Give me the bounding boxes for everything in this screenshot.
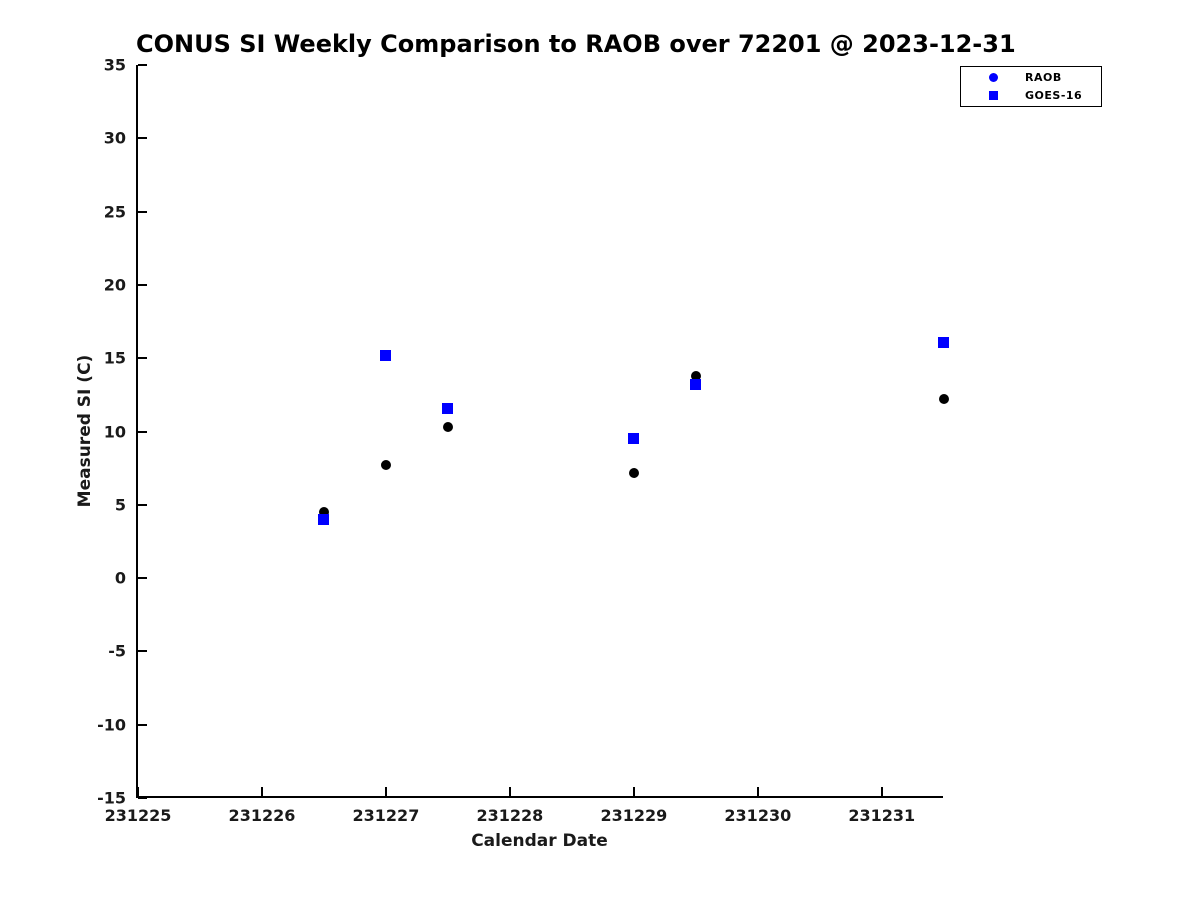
y-tick-mark <box>138 723 147 726</box>
x-tick-mark <box>508 787 511 796</box>
y-tick-label: 30 <box>103 128 126 148</box>
data-point-raob <box>938 394 949 405</box>
data-point-goes-16 <box>938 336 950 348</box>
x-tick-label: 231227 <box>352 806 420 825</box>
y-tick-label: 0 <box>114 568 126 588</box>
y-tick-mark <box>138 577 147 580</box>
y-tick-mark <box>138 797 147 799</box>
chart-title: CONUS SI Weekly Comparison to RAOB over … <box>136 30 1016 58</box>
y-tick-mark <box>138 283 147 286</box>
x-tick-label: 231226 <box>228 806 296 825</box>
x-tick-mark <box>756 787 759 796</box>
y-tick-label: 10 <box>103 422 126 441</box>
legend-label-goes-16: GOES-16 <box>1025 89 1083 102</box>
data-point-raob <box>628 467 639 478</box>
x-tick-label: 231228 <box>476 806 544 825</box>
x-tick-label: 231230 <box>724 806 792 825</box>
data-point-goes-16 <box>318 513 330 525</box>
data-point-raob <box>690 370 701 381</box>
y-tick-label: 20 <box>103 275 126 295</box>
y-tick-label: 35 <box>103 55 126 75</box>
legend-item-goes-16: GOES-16 <box>961 88 1101 104</box>
y-tick-mark <box>138 430 147 433</box>
y-tick-label: -5 <box>108 641 126 661</box>
data-point-goes-16 <box>442 402 454 414</box>
raob-legend-marker-icon <box>988 73 998 82</box>
y-tick-label: -10 <box>97 715 126 735</box>
y-tick-mark <box>138 210 147 213</box>
goes-16-legend-marker-icon <box>988 91 998 100</box>
x-tick-mark <box>384 787 387 796</box>
y-tick-mark <box>138 137 147 140</box>
x-tick-label: 231231 <box>848 806 916 825</box>
y-tick-mark <box>138 650 147 653</box>
legend-label-raob: RAOB <box>1025 71 1062 84</box>
legend-item-raob: RAOB <box>961 70 1101 86</box>
data-point-raob <box>318 507 329 518</box>
x-tick-mark <box>137 787 139 796</box>
data-point-raob <box>380 460 391 471</box>
y-axis-label: Measured SI (C) <box>75 354 95 508</box>
y-tick-label: 15 <box>103 348 126 368</box>
data-point-raob <box>442 422 453 433</box>
legend-box: RAOB GOES-16 <box>960 66 1102 107</box>
x-tick-label: 231229 <box>600 806 668 825</box>
y-tick-label: 25 <box>103 202 126 222</box>
y-tick-mark <box>138 503 147 506</box>
y-tick-mark <box>138 64 147 66</box>
data-point-goes-16 <box>380 349 392 361</box>
y-tick-mark <box>138 357 147 360</box>
y-tick-label: -15 <box>97 788 126 808</box>
y-tick-label: 5 <box>114 495 126 515</box>
x-tick-mark <box>632 787 635 796</box>
x-axis-label: Calendar Date <box>471 831 608 851</box>
x-tick-label: 231225 <box>104 806 172 825</box>
data-point-goes-16 <box>690 379 702 391</box>
x-tick-mark <box>260 787 263 796</box>
data-point-goes-16 <box>628 433 640 445</box>
plot-area: 231225 231226 231227 231228 231229 231230 2312… <box>97 56 950 825</box>
x-tick-mark <box>880 787 883 796</box>
